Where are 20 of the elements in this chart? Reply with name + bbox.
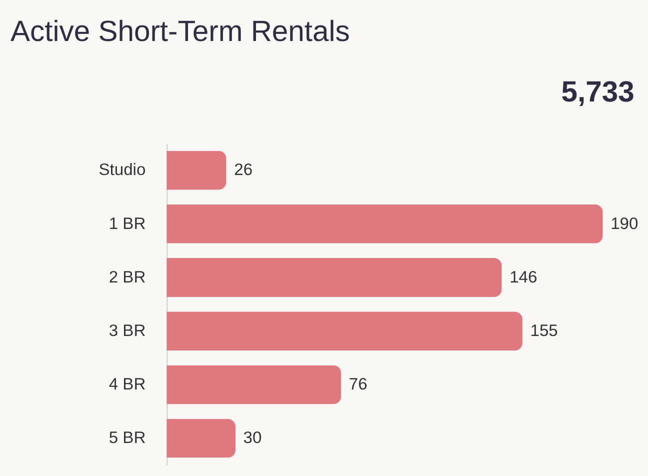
data-label: 30 xyxy=(243,428,262,448)
bar xyxy=(166,150,226,190)
bar xyxy=(166,258,502,298)
bar xyxy=(166,312,522,351)
y-tick-label: 4 BR xyxy=(108,374,146,394)
text: 5,733 xyxy=(561,76,634,109)
data-label: 190 xyxy=(610,214,638,233)
data-label: 76 xyxy=(348,374,368,394)
data-label: 146 xyxy=(510,267,538,286)
y-tick-label: 5 BR xyxy=(108,428,146,448)
bar xyxy=(166,418,236,458)
y-tick-label: 2 BR xyxy=(108,267,146,286)
data-label: 155 xyxy=(530,320,558,340)
y-tick-label: 3 BR xyxy=(108,320,146,340)
bar xyxy=(166,204,603,244)
y-tick-label: 1 BR xyxy=(108,214,146,233)
chart-title: Active Short-Term Rentals xyxy=(10,16,350,48)
bar xyxy=(166,365,342,404)
y-tick-label: Studio xyxy=(98,160,146,180)
data-label: 26 xyxy=(234,160,253,180)
